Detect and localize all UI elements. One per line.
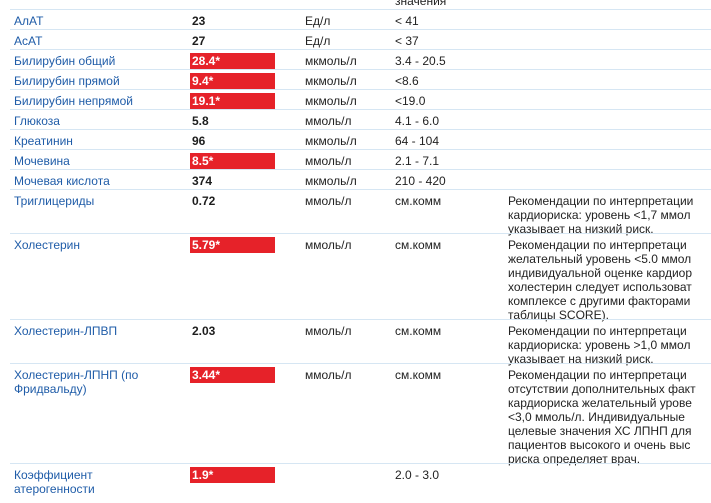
reference-range: 210 - 420: [395, 174, 446, 188]
unit: ммоль/л: [305, 238, 352, 252]
test-name: Креатинин: [14, 134, 73, 148]
row-separator: [10, 363, 711, 364]
row-separator: [10, 189, 711, 190]
test-name: Билирубин общий: [14, 54, 116, 68]
row-separator: [10, 169, 711, 170]
value: 0.72: [192, 194, 216, 208]
reference-range: 64 - 104: [395, 134, 440, 148]
value-abnormal: 3.44*: [190, 367, 275, 383]
unit: ммоль/л: [305, 368, 352, 382]
unit: мкмоль/л: [305, 134, 357, 148]
unit: мкмоль/л: [305, 54, 357, 68]
test-name: Мочевая кислота: [14, 174, 110, 188]
comment-line: комплексе с другими факторами: [508, 294, 691, 308]
row-separator: [10, 69, 711, 70]
comment-line: таблицы SCORE).: [508, 308, 609, 322]
comment-line: риска определяет врач.: [508, 452, 641, 466]
comment-line: Рекомендации по интерпретации: [508, 194, 694, 208]
comment-line: кардиориска: уровень <1,7 ммол: [508, 208, 691, 222]
reference-range: 3.4 - 20.5: [395, 54, 446, 68]
row-separator: [10, 9, 711, 10]
row-separator: [10, 233, 711, 234]
unit: мкмоль/л: [305, 174, 357, 188]
unit: ммоль/л: [305, 194, 352, 208]
reference-range: < 41: [395, 14, 419, 28]
test-name: Коэффициент: [14, 468, 93, 482]
reference-range: < 37: [395, 34, 419, 48]
comment-line: Рекомендации по интерпретаци: [508, 368, 687, 382]
test-name: Холестерин-ЛПНП (по: [14, 368, 139, 382]
value-abnormal: 5.79*: [190, 237, 275, 253]
test-name: Глюкоза: [14, 114, 60, 128]
comment-line: холестерин следует использоват: [508, 280, 692, 294]
row-separator: [10, 319, 711, 320]
reference-range: 2.1 - 7.1: [395, 154, 440, 168]
test-name: Холестерин-ЛПВП: [14, 324, 118, 338]
comment-line: целевые значения ХС ЛПНП для: [508, 424, 692, 438]
value-abnormal: 1.9*: [190, 467, 275, 483]
comment-line: желательный уровень <5.0 ммол: [508, 252, 692, 266]
reference-range: <8.6: [395, 74, 419, 88]
comment-line: пациентов высокого и очень выс: [508, 438, 691, 452]
comment-line: индивидуальной оценке кардиор: [508, 266, 692, 280]
norm-caption: значения: [395, 0, 447, 8]
row-separator: [10, 463, 711, 464]
reference-range: см.комм: [395, 194, 442, 208]
comment-line: Рекомендации по интерпретаци: [508, 238, 687, 252]
reference-range: 2.0 - 3.0: [395, 468, 440, 482]
unit: ммоль/л: [305, 154, 352, 168]
value-abnormal: 28.4*: [190, 53, 275, 69]
test-name: атерогенности: [14, 482, 95, 496]
comment-line: указывает на низкий риск.: [508, 222, 654, 236]
reference-range: см.комм: [395, 238, 442, 252]
unit: мкмоль/л: [305, 74, 357, 88]
reference-range: см.комм: [395, 368, 442, 382]
reference-range: <19.0: [395, 94, 426, 108]
test-name: Билирубин непрямой: [14, 94, 133, 108]
unit: Ед/л: [305, 34, 331, 48]
unit: Ед/л: [305, 14, 331, 28]
value: 96: [192, 134, 206, 148]
row-separator: [10, 129, 711, 130]
unit: ммоль/л: [305, 114, 352, 128]
test-name: Билирубин прямой: [14, 74, 120, 88]
value: 5.8: [192, 114, 209, 128]
row-separator: [10, 149, 711, 150]
comment-line: отсутствии дополнительных факт: [508, 382, 696, 396]
test-name: Фридвальду): [14, 382, 87, 396]
unit: мкмоль/л: [305, 94, 357, 108]
value: 23: [192, 14, 206, 28]
value-abnormal: 19.1*: [190, 93, 275, 109]
value: 2.03: [192, 324, 216, 338]
row-separator: [10, 29, 711, 30]
row-separator: [10, 109, 711, 110]
row-separator: [10, 49, 711, 50]
value-abnormal: 8.5*: [190, 153, 275, 169]
unit: ммоль/л: [305, 324, 352, 338]
value-abnormal: 9.4*: [190, 73, 275, 89]
reference-range: см.комм: [395, 324, 442, 338]
comment-line: кардиориска желательный урове: [508, 396, 692, 410]
comment-line: указывает на низкий риск.: [508, 352, 654, 366]
comment-line: Рекомендации по интерпретаци: [508, 324, 687, 338]
value: 27: [192, 34, 206, 48]
value: 374: [192, 174, 213, 188]
test-name: Мочевина: [14, 154, 70, 168]
test-name: АсАТ: [14, 34, 43, 48]
test-name: Триглицериды: [14, 194, 95, 208]
comment-line: <3,0 ммоль/л. Индивидуальные: [508, 410, 685, 424]
row-separator: [10, 89, 711, 90]
reference-range: 4.1 - 6.0: [395, 114, 440, 128]
test-name: АлАТ: [14, 14, 44, 28]
test-name: Холестерин: [14, 238, 80, 252]
comment-line: кардиориска: уровень >1,0 ммол: [508, 338, 691, 352]
